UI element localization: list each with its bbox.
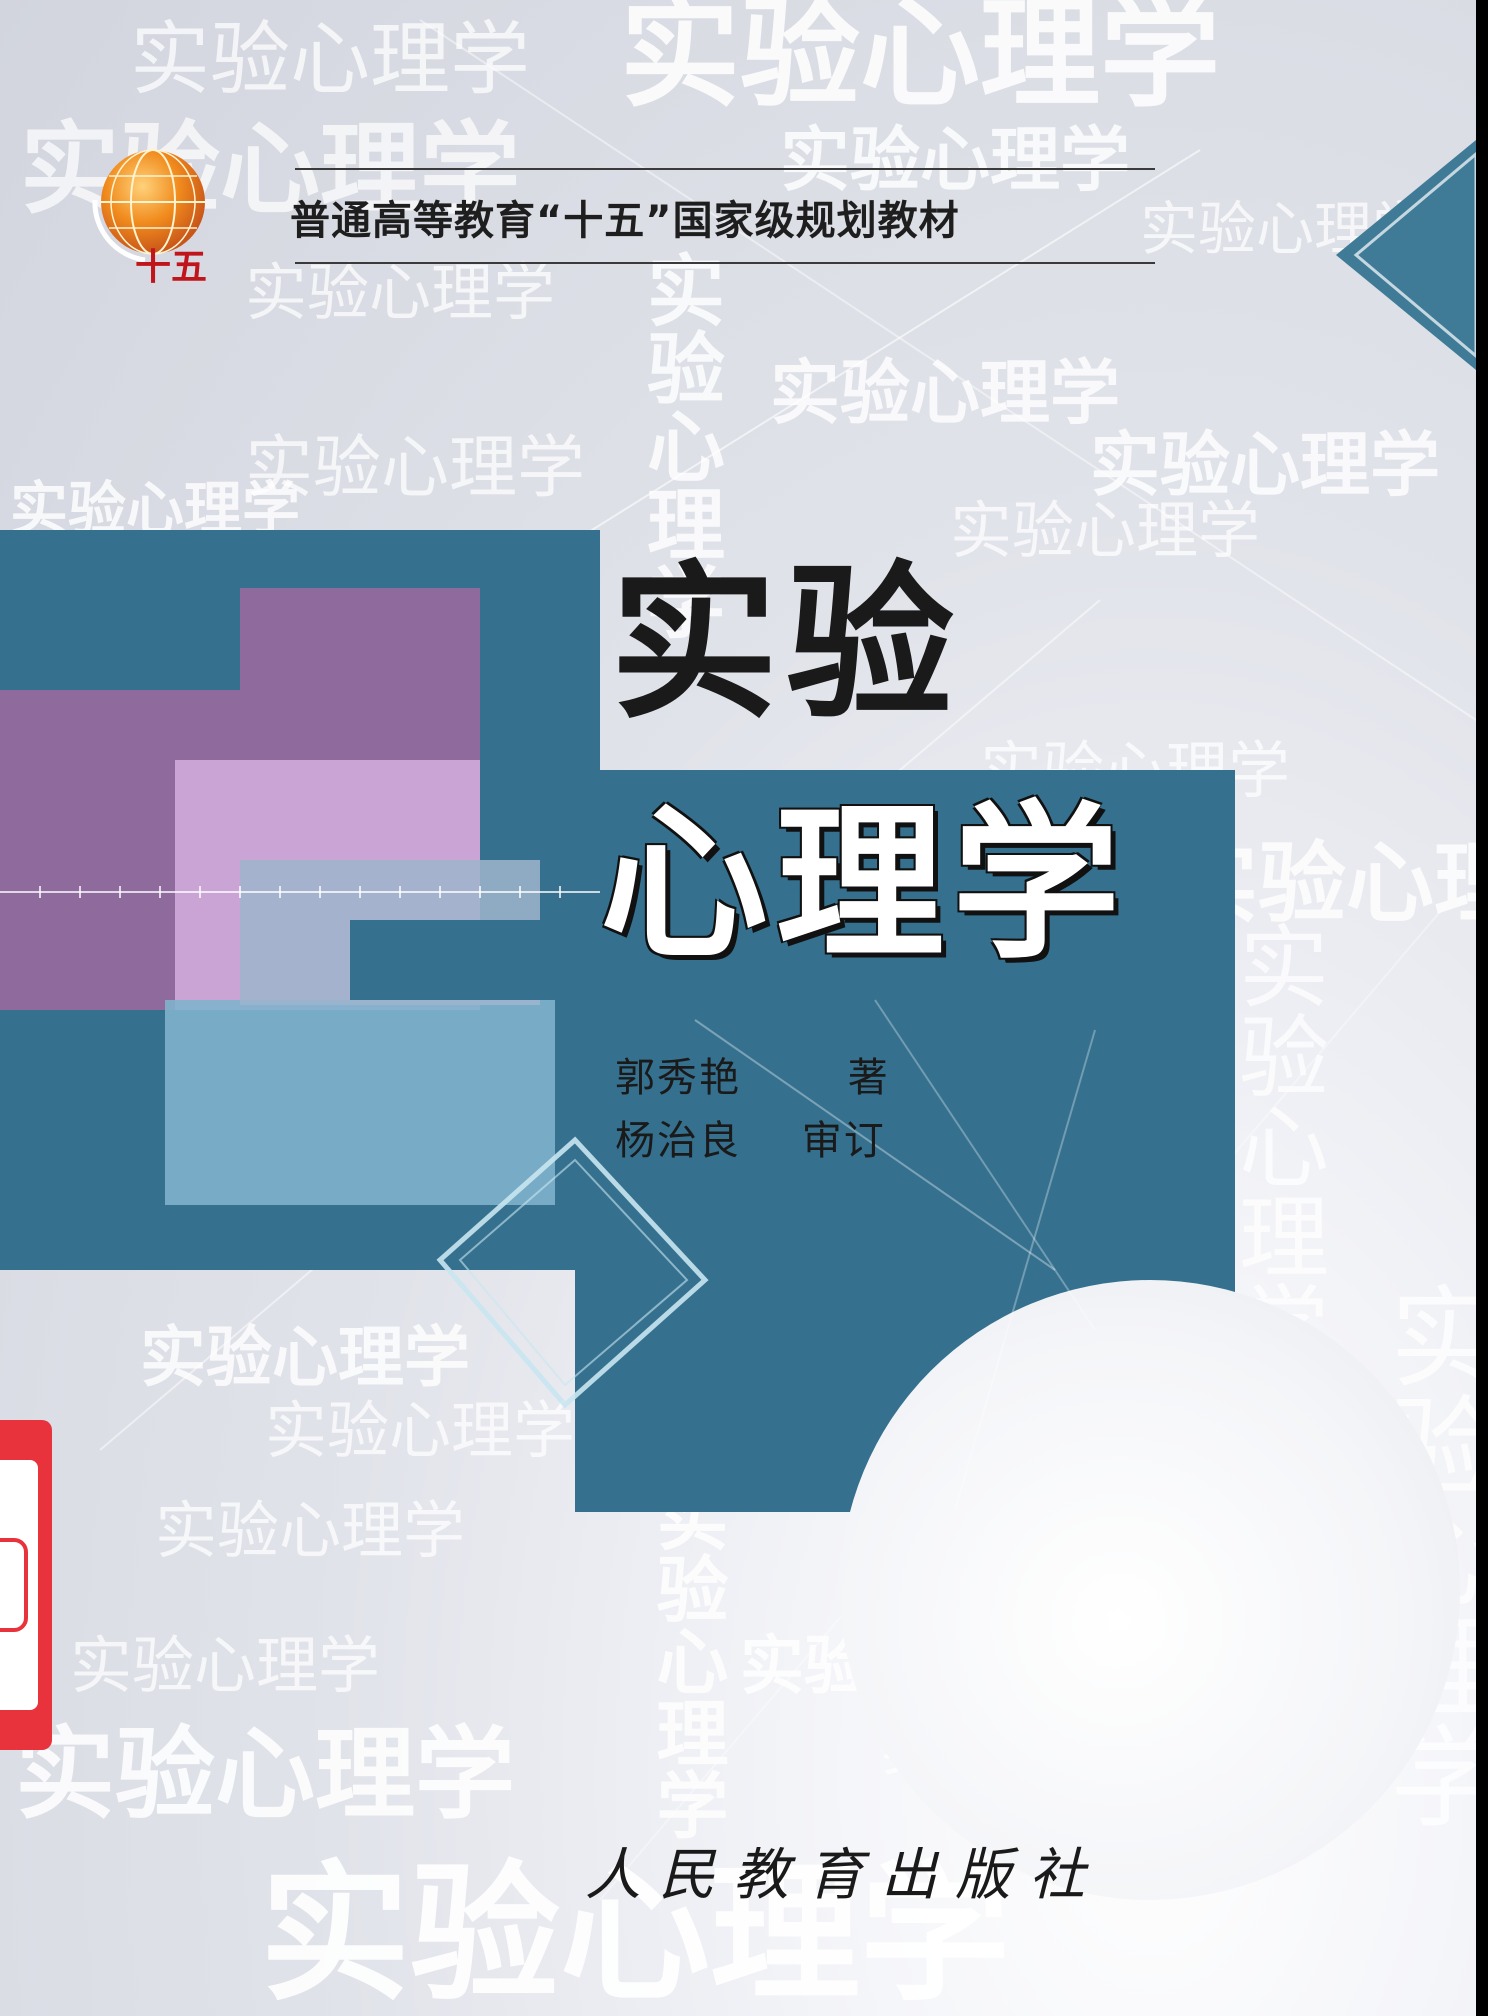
series-title: 普通高等教育“十五”国家级规划教材 [290,198,960,244]
library-label-sticker [0,1420,52,1750]
publisher-name: 人民教育出版社 [585,1843,1103,1908]
outline-diamond [436,1136,709,1409]
light-teal-block-small [350,920,550,1000]
thin-lines [694,999,1096,1510]
series-logo-label: 十五 [135,247,208,288]
book-title-line2: 心理学 [600,786,1128,982]
book-title-line1: 实验 [610,546,962,742]
author-name: 郭秀艳 [615,1055,741,1101]
author-role: 著 [847,1055,890,1101]
series-rule-top [295,168,1155,170]
reviewer-role: 审订 [801,1118,886,1164]
ruler-line [0,886,600,898]
series-logo-globe-icon [92,149,205,263]
corner-triangle [1336,140,1476,370]
white-circle [840,1280,1460,1900]
purple-block-upper [240,588,480,768]
series-rule-bottom [295,262,1155,264]
reviewer-line: 杨治良 审订 [615,1108,886,1166]
author-line: 郭秀艳 著 [615,1045,890,1103]
reviewer-name: 杨治良 [615,1118,741,1164]
light-teal-block [165,1000,555,1205]
